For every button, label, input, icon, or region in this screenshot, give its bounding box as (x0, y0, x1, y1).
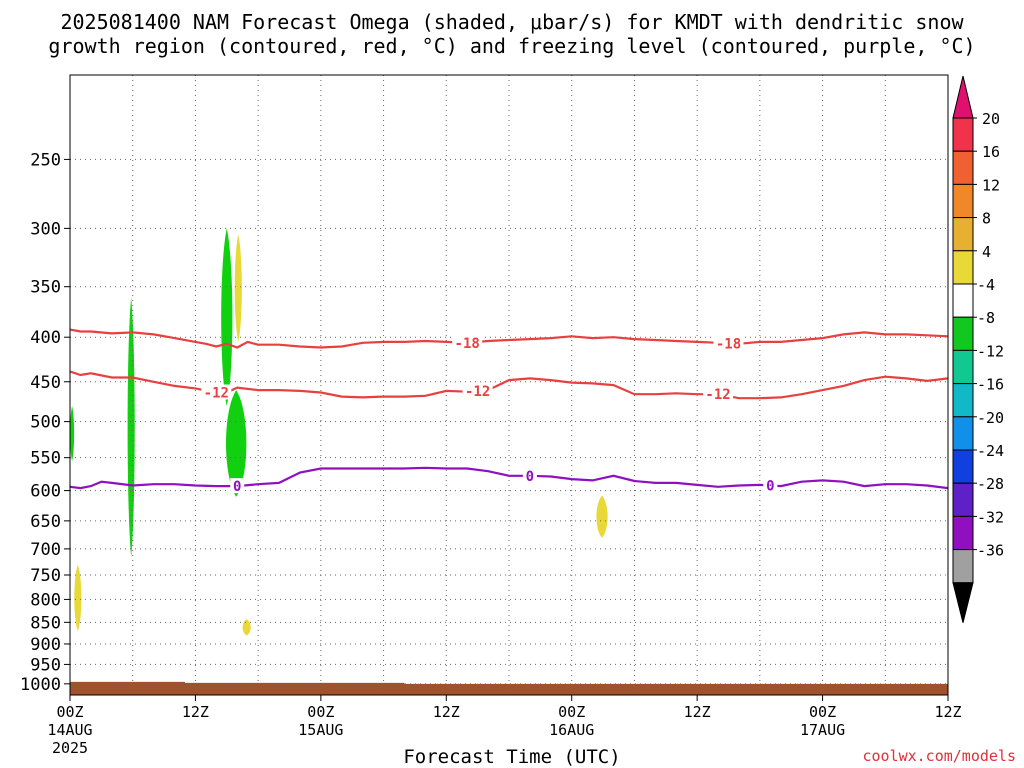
y-tick-label: 550 (30, 449, 61, 469)
contour-label-bg (201, 384, 232, 400)
y-tick-label: 400 (30, 328, 61, 348)
y-tick-label: 700 (30, 540, 61, 560)
y-tick-label: 1000 (20, 675, 61, 695)
contour-label: -12 (465, 384, 490, 400)
colorbar-segment (952, 449, 974, 484)
chart-title-line-2: growth region (contoured, red, °C) and f… (48, 34, 976, 58)
omega-shaded-region (234, 234, 242, 342)
contour-label: 0 (766, 479, 774, 495)
colorbar-segment (952, 117, 974, 152)
x-tick-label: 12Z (182, 703, 209, 721)
contour-label: 0 (526, 469, 534, 485)
x-tick-label: 00Z (307, 703, 334, 721)
y-tick-label: 350 (30, 278, 61, 298)
y-tick-label: 250 (30, 150, 61, 170)
colorbar-label: -36 (977, 542, 1004, 560)
contour-label-bg (522, 467, 537, 483)
omega-shaded-region (70, 406, 75, 462)
contour-label-bg (713, 335, 744, 351)
y-tick-label: 650 (30, 512, 61, 532)
colorbar-segment (952, 349, 974, 385)
contour-label-bg (452, 334, 483, 350)
colorbar-segment (952, 217, 974, 252)
contour-label: -18 (455, 336, 480, 352)
colorbar-label: -32 (977, 508, 1004, 526)
colorbar-label: 8 (982, 210, 991, 228)
contour-label: -12 (204, 386, 229, 402)
colorbar-label: -12 (977, 342, 1004, 360)
colorbar-label: -28 (977, 475, 1004, 493)
y-tick-label: 600 (30, 482, 61, 502)
colorbar-segment (952, 283, 974, 318)
y-tick-label: 450 (30, 373, 61, 393)
contour-label-bg (763, 477, 778, 493)
colorbar-label: -16 (977, 376, 1004, 394)
y-tick-label: 500 (30, 413, 61, 433)
omega-shaded-region (226, 390, 247, 497)
omega-shaded-region (127, 297, 135, 557)
x-tick-label: 12Z (934, 703, 961, 721)
contour-line (69, 328, 949, 349)
colorbar-segment (952, 416, 974, 451)
omega-shaded-region (242, 619, 251, 636)
contour-label-bg (230, 478, 245, 494)
contour-line (69, 466, 949, 490)
colorbar-segment (952, 482, 974, 517)
y-tick-label: 850 (30, 613, 61, 633)
colorbar-segment (952, 316, 974, 351)
x-tick-label: 00Z (558, 703, 585, 721)
y-tick-label: 750 (30, 566, 61, 586)
contour-label: 0 (233, 479, 241, 495)
x-tick-year-label: 2025 (52, 739, 88, 757)
colorbar-segment (952, 250, 974, 285)
contour-label: -12 (705, 387, 730, 403)
terrain-band (70, 681, 948, 695)
x-tick-date-label: 16AUG (549, 721, 594, 739)
x-axis-label: Forecast Time (UTC) (403, 746, 621, 768)
x-tick-date-label: 15AUG (298, 721, 343, 739)
colorbar-label: -4 (977, 276, 995, 294)
colorbar-label: 4 (982, 243, 991, 261)
colorbar-segment (952, 183, 974, 219)
colorbar-label: -8 (977, 309, 995, 327)
contour-label-bg (703, 386, 734, 402)
y-tick-label: 800 (30, 590, 61, 610)
colorbar-segment (952, 515, 974, 551)
colorbar-label: -20 (977, 409, 1004, 427)
chart-title-line-1: 2025081400 NAM Forecast Omega (shaded, μ… (60, 10, 964, 34)
colorbar-label: 12 (982, 176, 1000, 194)
x-tick-label: 12Z (433, 703, 460, 721)
colorbar-bottom-arrow (952, 582, 974, 623)
contour-label: -18 (716, 336, 741, 352)
omega-shaded-region (74, 564, 82, 632)
site-credit: coolwx.com/models (862, 747, 1016, 765)
colorbar-label: 16 (982, 143, 1000, 161)
x-tick-label: 00Z (809, 703, 836, 721)
y-tick-label: 300 (30, 219, 61, 239)
y-tick-label: 900 (30, 635, 61, 655)
colorbar-segment (952, 150, 974, 185)
colorbar-label: -24 (977, 442, 1004, 460)
colorbar-segment (952, 383, 974, 418)
x-tick-label: 12Z (684, 703, 711, 721)
colorbar-segment (952, 549, 974, 584)
colorbar-top-arrow (952, 75, 974, 119)
x-tick-date-label: 14AUG (47, 721, 92, 739)
contour-label-bg (462, 382, 493, 398)
omega-shaded-region (221, 228, 233, 407)
x-tick-date-label: 17AUG (800, 721, 845, 739)
x-tick-label: 00Z (56, 703, 83, 721)
y-tick-label: 950 (30, 655, 61, 675)
omega-shaded-region (596, 495, 608, 538)
colorbar-label: 20 (982, 110, 1000, 128)
